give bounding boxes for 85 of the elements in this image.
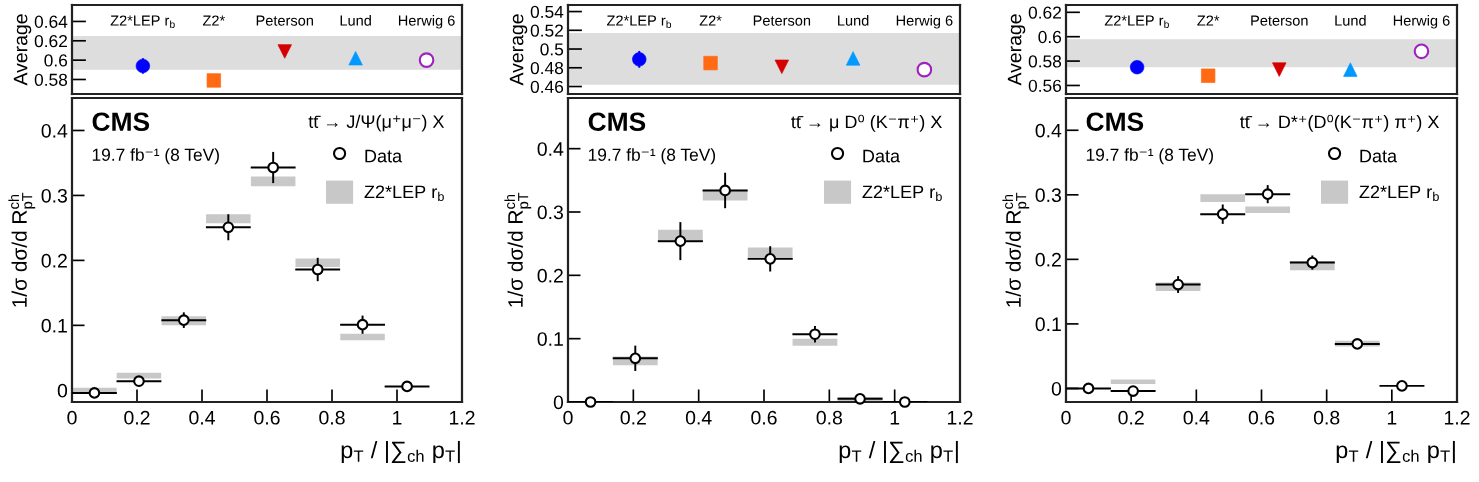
y-tick-label: 0.1: [1035, 317, 1061, 332]
y-axis-title: 1/σ dσ/d R$^{ch}$$_{pT}$: [8, 192, 36, 307]
y-tick-label: 0.4: [41, 123, 68, 138]
y-tick-label: 0: [57, 383, 68, 398]
x-tick-label: Herwig 6: [1393, 15, 1450, 29]
y-tick-label: 0.62: [34, 34, 67, 48]
x-tick-label: Peterson: [1251, 15, 1308, 26]
x-tick-label: 1.2: [947, 410, 973, 425]
annotation: 19.7 fb⁻¹ (8 TeV): [1086, 148, 1213, 165]
legend-label: Data: [365, 149, 403, 163]
x-tick-label: 0.6: [1248, 410, 1275, 425]
annotation: CMS: [1086, 112, 1144, 132]
y-tick-label: 0.4: [537, 142, 564, 156]
y-tick-label: 0.48: [530, 61, 564, 75]
legend-label: Data: [863, 149, 901, 163]
y-tick-label: 0.2: [1035, 252, 1061, 267]
y-tick-label: 0: [1051, 381, 1062, 396]
y-tick-label: 0.1: [537, 332, 563, 346]
x-axis-title: p$_{T}$ / |∑$_{ch}$ p$_{T}$|: [341, 440, 460, 464]
x-tick-label: Herwig 6: [398, 15, 455, 29]
x-tick-label: 1.2: [449, 410, 475, 425]
y-tick-label: 0.62: [1028, 6, 1061, 19]
x-tick-label: 0.8: [1313, 410, 1340, 425]
x-tick-label: Z2*: [699, 15, 722, 26]
y-tick-label: 0.6: [44, 54, 68, 67]
x-tick-label: Peterson: [753, 15, 811, 26]
y-tick-label: 0.64: [34, 15, 68, 28]
x-tick-label: 1.2: [1444, 410, 1470, 425]
x-tick-label: 0.8: [816, 410, 842, 425]
x-tick-label: 0.4: [1183, 410, 1210, 425]
x-tick-label: 0.8: [319, 410, 345, 425]
y-tick-label: 0.46: [530, 80, 564, 93]
y-axis-title: Average: [1007, 14, 1026, 86]
legend-label: Z2*LEP r$_{b}$: [862, 185, 942, 202]
legend-label: Z2*LEP r$_{b}$: [364, 185, 444, 202]
x-tick-label: Lund: [1335, 15, 1366, 26]
y-axis-title: Average: [13, 14, 32, 86]
y-tick-label: 0.3: [1035, 188, 1061, 203]
x-tick-label: 0.2: [1118, 410, 1144, 425]
x-tick-label: Z2*: [202, 15, 225, 26]
x-tick-label: 0.6: [254, 410, 280, 425]
y-tick-label: 0.3: [537, 205, 563, 220]
x-tick-label: Z2*LEP r$_{b}$: [607, 15, 672, 28]
y-tick-label: 0.52: [530, 24, 563, 37]
x-axis-title: p$_{T}$ / |∑$_{ch}$ p$_{T}$|: [1336, 440, 1455, 464]
x-tick-label: Z2*LEP r$_{b}$: [1104, 15, 1169, 28]
x-tick-label: Lund: [340, 15, 371, 26]
y-tick-label: 0.58: [34, 73, 68, 86]
y-axis-title: 1/σ dσ/d R$^{ch}$$_{pT}$: [1002, 192, 1030, 307]
x-tick-label: 1: [890, 411, 900, 425]
y-tick-label: 0.6: [1038, 30, 1062, 44]
x-tick-label: 1: [1387, 411, 1397, 425]
legend-label: Z2*LEP r$_{b}$: [1359, 185, 1439, 202]
y-tick-label: 0: [553, 395, 564, 410]
x-tick-label: 1: [393, 411, 402, 425]
x-tick-label: 0.4: [685, 410, 712, 425]
x-tick-label: 0.6: [751, 410, 777, 425]
y-axis-title: Average: [509, 14, 528, 86]
y-tick-label: 0.1: [41, 318, 67, 333]
annotation: 19.7 fb⁻¹ (8 TeV): [588, 148, 716, 165]
x-tick-label: Lund: [838, 15, 869, 26]
y-tick-label: 0.2: [537, 268, 563, 283]
legend-label: Data: [1360, 149, 1398, 163]
y-tick-label: 0.2: [41, 253, 67, 268]
x-tick-label: Herwig 6: [896, 15, 953, 29]
y-axis-title: 1/σ dσ/d R$^{ch}$$_{pT}$: [504, 192, 532, 307]
x-tick-label: 0.2: [620, 410, 646, 425]
y-tick-label: 0.4: [1035, 123, 1062, 138]
y-tick-label: 0.58: [1028, 55, 1062, 68]
x-axis-title: p$_{T}$ / |∑$_{ch}$ p$_{T}$|: [839, 440, 958, 464]
x-tick-label: 0.2: [124, 410, 150, 425]
x-tick-label: Z2*LEP r$_{b}$: [110, 15, 175, 28]
annotation: tt̄ → D*⁺(D⁰(K⁻π⁺) π⁺) X: [1240, 114, 1440, 132]
x-tick-label: Peterson: [256, 15, 313, 26]
y-tick-label: 0.5: [540, 43, 564, 56]
annotation: CMS: [588, 112, 646, 132]
x-tick-label: 0.4: [189, 410, 215, 425]
y-tick-label: 0.56: [1028, 79, 1062, 92]
annotation: CMS: [92, 112, 150, 132]
y-tick-label: 0.54: [530, 5, 564, 19]
annotation: tt̄ → J/Ψ(μ⁺μ⁻) X: [308, 114, 445, 132]
annotation: tt̄ → μ D⁰ (K⁻π⁺) X: [791, 114, 942, 132]
y-tick-label: 0.3: [41, 188, 67, 203]
x-tick-label: Z2*: [1197, 15, 1220, 26]
annotation: 19.7 fb⁻¹ (8 TeV): [92, 148, 219, 165]
